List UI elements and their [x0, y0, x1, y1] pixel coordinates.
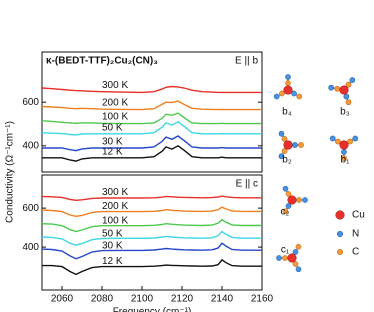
spectrum	[41, 206, 262, 218]
series-label: 300 K	[102, 80, 128, 91]
series-label: 12 K	[102, 146, 123, 157]
series-label: 30 K	[102, 241, 123, 252]
y-tick-label: 600	[22, 97, 39, 108]
x-tick-label: 2080	[91, 294, 114, 305]
y-tick-label: 400	[22, 242, 39, 253]
legend-label: C	[352, 247, 359, 258]
series-label: 50 K	[102, 122, 123, 133]
series-label: 12 K	[102, 256, 123, 267]
series-label: 300 K	[102, 187, 128, 198]
plot-frame	[41, 174, 263, 291]
series-label: 30 K	[102, 137, 123, 148]
spectrum	[41, 100, 262, 111]
structures: b₄ b₃ b₂ b₁ c₂ c₁	[267, 68, 366, 273]
spectrum	[41, 230, 262, 246]
structure-label: b₃	[340, 107, 350, 118]
legend-label: N	[352, 229, 359, 240]
legend-swatch	[336, 230, 344, 238]
structure-label: b₄	[282, 107, 292, 118]
legend-swatch	[336, 248, 344, 256]
spectrum	[41, 120, 262, 136]
y-tick-label: 600	[22, 203, 39, 214]
legend-swatch	[335, 210, 345, 220]
spectrum	[41, 195, 262, 202]
legend-label: Cu	[352, 210, 365, 221]
x-tick-label: 2120	[171, 294, 194, 305]
spectrum	[41, 85, 262, 94]
structure-label: b₂	[282, 155, 292, 166]
series-label: 200 K	[102, 201, 128, 212]
x-axis-label: Frequency (cm⁻¹)	[113, 307, 192, 312]
annotation: E || c	[236, 179, 258, 190]
spectrum	[42, 135, 262, 152]
y-axis-label: Conductivity (Ω⁻¹cm⁻¹)	[5, 121, 16, 223]
series-label: 100 K	[102, 215, 128, 226]
chart-title: κ-(BEDT-TTF)₂Cu₂(CN)₃	[46, 56, 158, 67]
spectrum	[42, 144, 262, 162]
structure-b3	[326, 68, 366, 107]
structure-label: b₁	[341, 155, 351, 166]
x-tick-label: 2060	[51, 294, 74, 305]
structure-label: c₁	[281, 245, 290, 256]
structure-label: c₂	[281, 207, 290, 218]
spectrum	[42, 258, 262, 276]
structure-b4	[273, 73, 303, 100]
series-label: 50 K	[102, 228, 123, 239]
spectrum	[41, 112, 262, 125]
x-tick-label: 2160	[251, 294, 274, 305]
spectrum	[41, 218, 262, 233]
atom-legend: Cu N C	[335, 210, 365, 258]
annotation: E || b	[235, 56, 258, 67]
spectrum	[41, 242, 262, 260]
y-tick-label: 400	[22, 140, 39, 151]
series-label: 200 K	[102, 97, 128, 108]
plot-frame	[41, 51, 263, 173]
x-tick-label: 2140	[211, 294, 234, 305]
x-tick-label: 2100	[131, 294, 154, 305]
series-label: 100 K	[102, 112, 128, 123]
